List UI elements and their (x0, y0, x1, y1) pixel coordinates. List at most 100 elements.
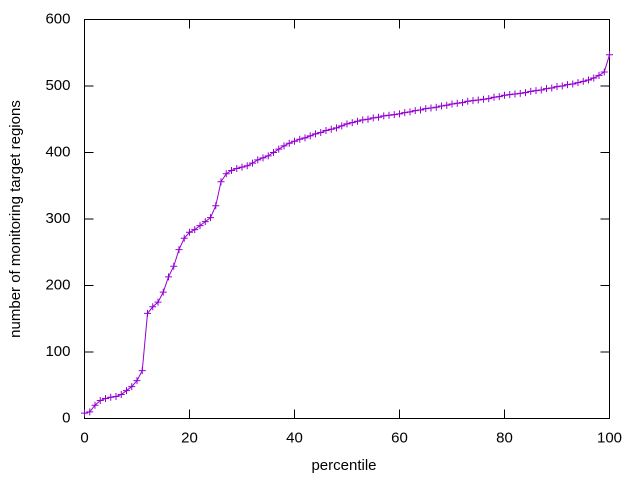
data-point (495, 93, 503, 101)
data-point (464, 97, 472, 105)
data-point (359, 116, 367, 124)
data-point (406, 108, 414, 116)
data-point (149, 303, 157, 311)
data-point (375, 113, 382, 121)
data-point (343, 120, 351, 128)
data-point (102, 395, 109, 403)
data-point (600, 68, 608, 76)
data-point (175, 246, 183, 254)
data-point (401, 109, 409, 117)
data-point (133, 377, 141, 385)
data-point (574, 79, 582, 87)
data-point (301, 134, 309, 142)
data-point (144, 309, 151, 317)
data-point (469, 97, 477, 105)
data-point (585, 76, 592, 84)
data-point (107, 393, 115, 401)
data-point (595, 71, 603, 79)
data-point (564, 81, 571, 89)
data-point (390, 111, 398, 119)
data-point (91, 401, 99, 409)
y-tick-label: 600 (45, 10, 70, 27)
data-point (579, 77, 587, 85)
data-point (207, 214, 214, 222)
data-point (427, 104, 435, 112)
x-axis-label: percentile (311, 457, 376, 474)
data-point (96, 397, 104, 405)
y-tick-label: 100 (45, 343, 70, 360)
plot-frame (84, 19, 610, 419)
data-point (154, 298, 162, 306)
data-point (191, 226, 199, 234)
data-point (170, 262, 178, 270)
data-point (317, 129, 325, 137)
data-point (338, 122, 346, 130)
data-point (396, 110, 403, 118)
data-point (249, 159, 256, 167)
data-point (81, 409, 88, 417)
data-point (369, 114, 377, 122)
data-point (322, 127, 330, 135)
data-point (165, 273, 172, 281)
data-point (333, 124, 340, 132)
data-point (123, 387, 130, 395)
x-tick-label: 0 (80, 429, 88, 446)
data-point (233, 164, 241, 172)
data-point (527, 87, 535, 95)
data-point (128, 383, 136, 391)
data-point (275, 145, 283, 153)
data-point (201, 218, 209, 226)
data-point (296, 135, 304, 143)
x-tick-label: 40 (286, 429, 303, 446)
data-point (354, 117, 361, 125)
data-point (385, 111, 393, 119)
x-tick-label: 100 (597, 429, 622, 446)
data-point (532, 87, 540, 95)
x-tick-label: 20 (181, 429, 198, 446)
data-point (490, 93, 498, 101)
data-line (84, 54, 610, 414)
data-point (432, 103, 440, 111)
data-point (459, 99, 466, 107)
data-point (485, 95, 493, 103)
data-point (280, 142, 288, 150)
data-point (291, 137, 298, 145)
x-tick-label: 80 (496, 429, 513, 446)
data-point (516, 89, 524, 97)
y-tick-label: 300 (45, 210, 70, 227)
data-point (159, 288, 167, 296)
data-point (364, 115, 372, 123)
data-point (243, 162, 251, 170)
data-point (270, 149, 277, 156)
data-point (228, 166, 235, 174)
data-point (238, 163, 246, 171)
data-point (443, 101, 451, 109)
data-point (112, 393, 120, 401)
y-axis-label: number of monitoring target regions (7, 100, 24, 338)
data-point (569, 80, 577, 88)
data-point (117, 391, 125, 399)
data-point (264, 152, 272, 160)
data-point (553, 83, 561, 91)
data-point (511, 90, 519, 98)
data-point (259, 154, 267, 162)
data-point (411, 107, 419, 115)
data-point (180, 234, 188, 242)
data-point (537, 86, 545, 94)
data-point (86, 408, 94, 416)
data-point (306, 132, 314, 140)
y-tick-label: 400 (45, 143, 70, 160)
data-point (285, 139, 293, 147)
data-point (474, 96, 482, 104)
y-tick-label: 200 (45, 276, 70, 293)
data-point (196, 222, 204, 230)
data-point (548, 84, 556, 92)
data-point (453, 99, 461, 107)
y-tick-label: 0 (62, 409, 70, 426)
data-point (312, 130, 319, 138)
data-point (448, 100, 456, 108)
data-point (212, 202, 220, 210)
data-point (222, 170, 230, 178)
data-point (254, 156, 262, 164)
